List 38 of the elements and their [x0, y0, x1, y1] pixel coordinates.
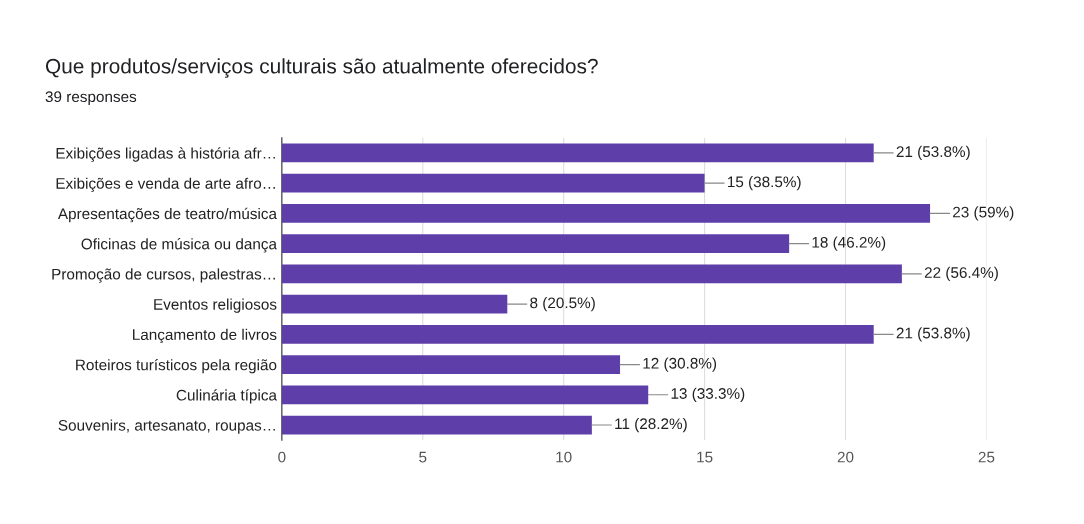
bar: [281, 324, 874, 344]
y-tick-label: Exibições e venda de arte afro…: [56, 177, 275, 192]
y-tick-label: Exibições ligadas à história afr…: [56, 147, 275, 162]
y-tick-label: Eventos religiosos: [154, 298, 277, 313]
x-tick-label: 20: [837, 451, 854, 463]
data-label: 8 (20.5%): [530, 296, 595, 312]
data-label: 11 (28.2%): [615, 417, 687, 433]
data-label: 15 (38.5%): [727, 176, 801, 191]
data-label: 21 (53.8%): [896, 327, 970, 342]
y-tick-label: Roteiros turísticos pela região: [76, 358, 277, 374]
y-tick-label: Oficinas de música ou dança: [81, 238, 277, 253]
x-tick-label: 0: [278, 451, 286, 463]
x-tick-label: 15: [697, 451, 713, 463]
bar: [281, 173, 705, 193]
data-label: 13 (33.3%): [671, 387, 745, 402]
data-label: 23 (59%): [953, 206, 1014, 221]
y-tick-label: Promoção de cursos, palestras…: [52, 268, 275, 283]
text: 39 responses: [45, 91, 137, 106]
bar: [281, 234, 790, 254]
data-label: 12 (30.8%): [643, 357, 717, 372]
bar: [281, 264, 902, 284]
data-label: 21 (53.8%): [896, 145, 970, 161]
y-tick-label: Lançamento de livros: [133, 328, 277, 344]
y-tick-label: Souvenirs, artesanato, roupas…: [58, 419, 275, 434]
bar: [281, 415, 592, 435]
data-label: 18 (46.2%): [812, 236, 886, 251]
bar: [281, 385, 649, 405]
y-tick-label: Culinária típica: [176, 389, 277, 404]
data-label: 22 (56.4%): [924, 266, 998, 281]
bar: [281, 355, 621, 374]
x-tick-label: 5: [419, 451, 427, 463]
chart-title: Que produtos/serviços culturais são atualmente oferecidos?: [45, 58, 598, 78]
x-tick-label: 10: [556, 451, 572, 463]
bar: [281, 294, 508, 314]
bar: [281, 143, 874, 163]
y-tick-label: Apresentações de teatro/música: [57, 207, 277, 223]
bar: [281, 204, 931, 223]
x-tick-label: 25: [978, 451, 995, 463]
